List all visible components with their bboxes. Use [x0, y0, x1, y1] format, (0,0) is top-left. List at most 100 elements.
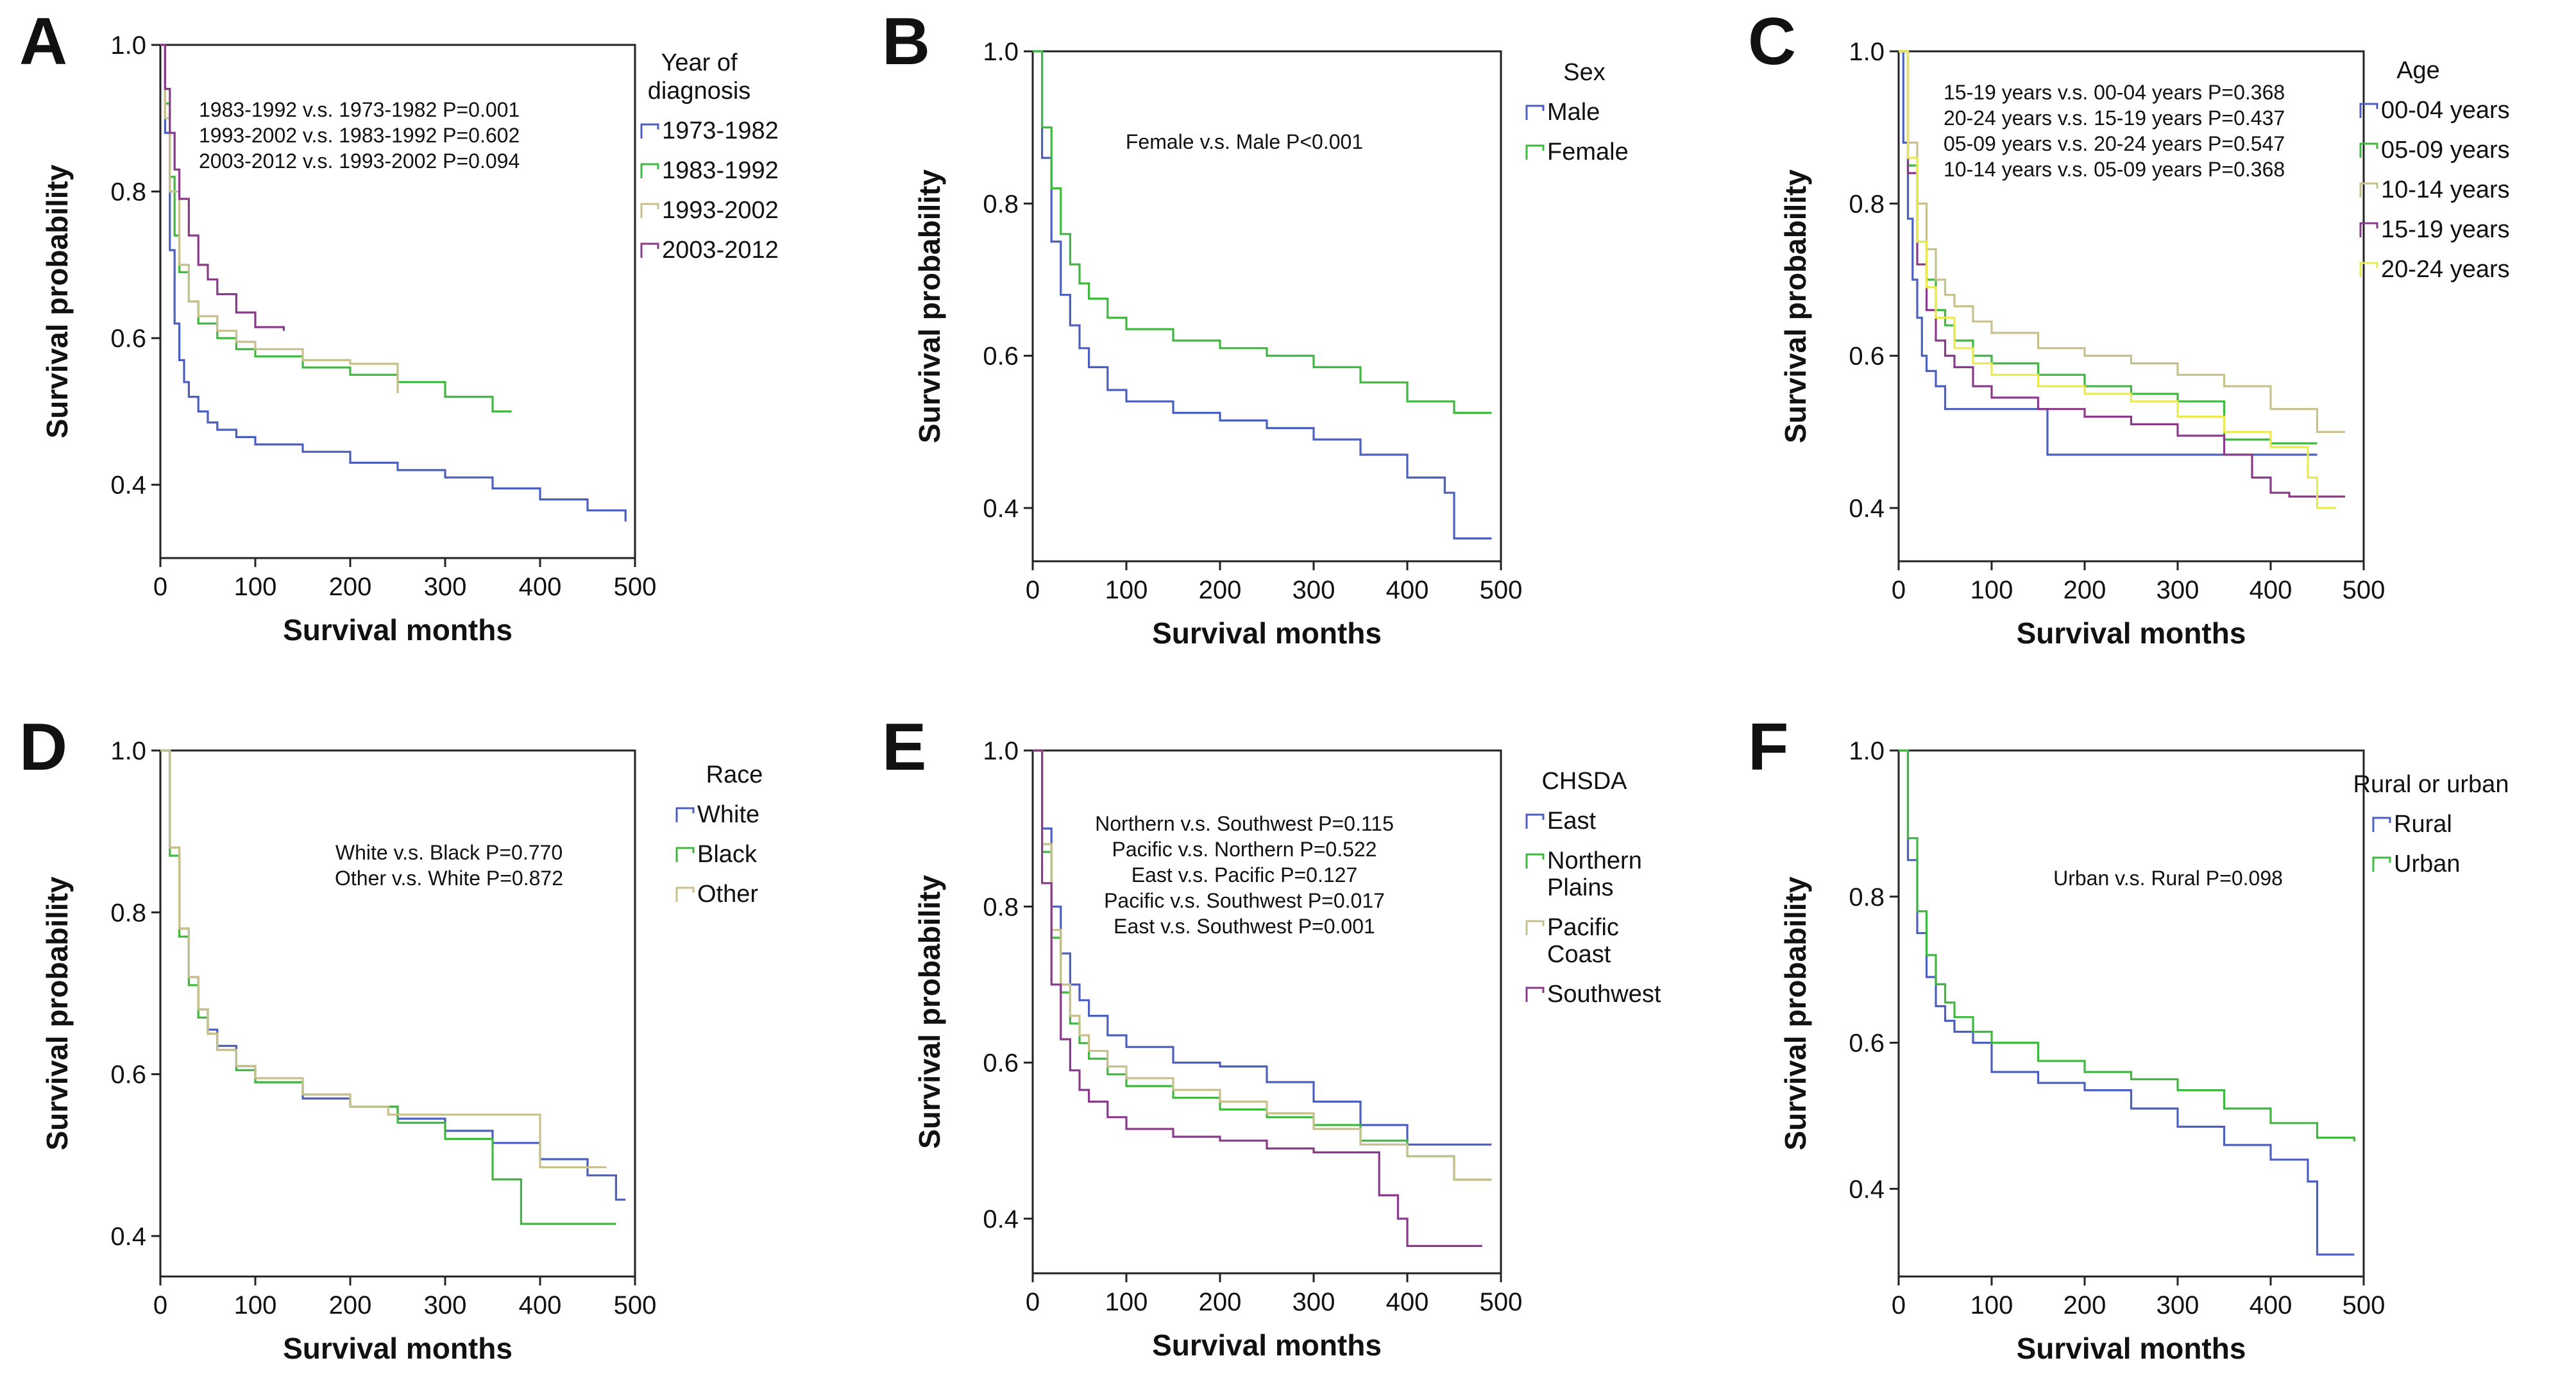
legend-marker	[1525, 105, 1545, 120]
x-tick-label: 100	[234, 573, 277, 601]
x-axis-title: Survival months	[283, 613, 513, 647]
panel-e: E 0.4 0.6 0.8 1.0 0 100 200 300 400 500 Survival mo…	[882, 710, 1661, 1362]
x-tick-label: 400	[1386, 576, 1429, 604]
p-value-annotation: East v.s. Southwest P=0.001	[1114, 915, 1375, 938]
series-line-male	[1033, 50, 1492, 539]
plot-frame	[1031, 749, 1502, 1275]
y-tick-label: 0.8	[983, 893, 1019, 921]
series-line-black	[160, 749, 616, 1225]
x-tick-label: 100	[1970, 1291, 2013, 1319]
x-axis-title: Survival months	[1152, 616, 1382, 650]
legend-label: 10-14 years	[2381, 176, 2510, 203]
panel-letter: C	[1748, 4, 1796, 79]
x-tick-label: 100	[1970, 576, 2013, 604]
series-line-1983-1992	[160, 44, 512, 412]
series-line-rural	[1899, 749, 2355, 1256]
x-axis-title: Survival months	[2017, 1332, 2246, 1365]
legend-label: Pacific	[1547, 914, 1619, 941]
legend-marker	[2359, 142, 2378, 158]
legend-label: 2003-2012	[662, 237, 779, 264]
legend-label: Black	[697, 841, 758, 868]
x-tick-label: 100	[1105, 576, 1148, 604]
y-tick-label: 1.0	[983, 38, 1019, 66]
p-value-annotation: 2003-2012 v.s. 1993-2002 P=0.094	[199, 149, 520, 173]
y-axis-title: Survival probability	[913, 169, 946, 443]
panel-letter: F	[1748, 710, 1789, 785]
y-tick-label: 0.6	[983, 343, 1019, 371]
x-tick-label: 200	[2063, 1291, 2106, 1319]
plot-frame	[1897, 749, 2365, 1278]
legend-title: CHSDA	[1541, 768, 1627, 795]
x-tick-label: 300	[1292, 576, 1335, 604]
legend-marker	[675, 886, 695, 902]
legend-title: Age	[2396, 57, 2440, 84]
y-axis-title: Survival probability	[40, 876, 74, 1150]
panel-a: A 0.4 0.6 0.8 1.0 0 100 200 300 400 500 Survival mo…	[19, 4, 779, 647]
series-line-white	[160, 749, 626, 1201]
p-value-annotation: 1993-2002 v.s. 1983-1992 P=0.602	[199, 124, 520, 147]
y-tick-label: 0.4	[983, 1205, 1019, 1234]
x-tick-label: 300	[424, 1291, 467, 1319]
p-value-annotation: Pacific v.s. Northern P=0.522	[1112, 838, 1377, 861]
y-tick-label: 0.6	[110, 325, 146, 353]
series-line-southwest	[1033, 749, 1482, 1247]
legend-label: Other	[697, 881, 758, 908]
series-line-east	[1033, 749, 1492, 1146]
x-tick-label: 500	[2343, 576, 2385, 604]
series-line-other	[160, 749, 607, 1169]
y-tick-label: 0.8	[1849, 190, 1885, 218]
x-tick-label: 400	[519, 1291, 562, 1319]
x-tick-label: 200	[329, 1291, 372, 1319]
x-tick-label: 0	[1892, 1291, 1906, 1319]
x-tick-label: 400	[2250, 1291, 2292, 1319]
series-line-urban	[1899, 749, 2356, 1142]
legend-label: Female	[1547, 139, 1629, 165]
y-axis-title: Survival probability	[913, 875, 946, 1149]
panel-letter: E	[882, 710, 926, 785]
legend-marker	[1525, 920, 1545, 935]
x-tick-label: 300	[1292, 1288, 1335, 1316]
p-value-annotation: White v.s. Black P=0.770	[335, 841, 563, 864]
y-tick-label: 0.8	[110, 178, 146, 207]
p-value-annotation: Urban v.s. Rural P=0.098	[2053, 867, 2283, 890]
legend-marker	[1525, 987, 1545, 1002]
legend-label: 1973-1982	[662, 117, 779, 144]
y-tick-label: 0.6	[1849, 343, 1885, 371]
y-tick-label: 1.0	[110, 737, 146, 765]
y-tick-label: 0.4	[1849, 495, 1885, 523]
legend-title: Sex	[1563, 59, 1605, 86]
legend-label: Rural	[2394, 811, 2452, 838]
x-tick-label: 0	[1026, 576, 1040, 604]
panel-d: D 0.4 0.6 0.8 1.0 0 100 200 300 400 500 Survival mo…	[19, 710, 763, 1365]
x-tick-label: 500	[1480, 576, 1523, 604]
y-tick-label: 0.6	[983, 1049, 1019, 1078]
legend-marker	[640, 123, 659, 139]
legend-marker	[2359, 222, 2378, 237]
legend-title: Year of	[661, 49, 737, 76]
x-tick-label: 300	[2157, 576, 2199, 604]
legend-label: 1993-2002	[662, 197, 779, 224]
legend-label: 05-09 years	[2381, 137, 2510, 164]
y-tick-label: 0.4	[110, 1223, 146, 1251]
legend-label: 15-19 years	[2381, 216, 2510, 243]
panel-c: C 0.4 0.6 0.8 1.0 0 100 200 300 400 500 Survival mo…	[1748, 4, 2510, 650]
legend-marker	[1525, 813, 1545, 829]
legend-label: Urban	[2394, 851, 2461, 878]
legend-label: 20-24 years	[2381, 256, 2510, 283]
legend-label: East	[1547, 808, 1596, 835]
legend-title: diagnosis	[648, 78, 751, 105]
y-tick-label: 0.8	[110, 899, 146, 927]
series-line-1993-2002	[160, 44, 399, 393]
legend-marker	[1525, 853, 1545, 869]
y-tick-label: 1.0	[983, 737, 1019, 765]
p-value-annotation: East v.s. Pacific P=0.127	[1131, 863, 1357, 886]
legend-marker	[2372, 817, 2391, 832]
p-value-annotation: 15-19 years v.s. 00-04 years P=0.368	[1944, 81, 2285, 104]
y-axis-title: Survival probability	[40, 164, 74, 438]
series-line-00-04-years	[1899, 50, 2318, 456]
legend-marker	[640, 203, 659, 218]
x-tick-label: 200	[2063, 576, 2106, 604]
p-value-annotation: Female v.s. Male P<0.001	[1126, 130, 1363, 153]
x-tick-label: 0	[153, 573, 167, 601]
